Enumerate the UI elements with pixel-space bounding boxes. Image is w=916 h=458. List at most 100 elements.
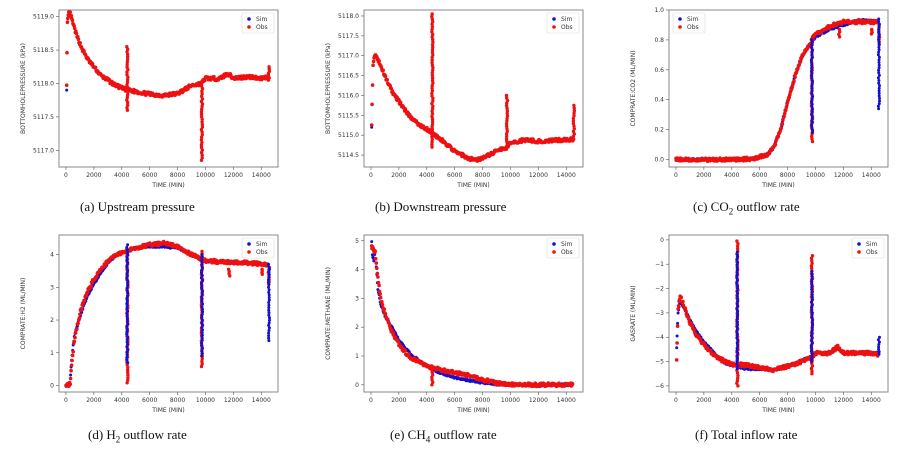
sim-spike-point — [200, 284, 204, 288]
legend-sim-label: Sim — [561, 16, 572, 23]
obs-spike-point — [571, 121, 576, 126]
obs-point — [776, 134, 781, 139]
obs-spike-point — [126, 376, 130, 380]
sim-spike-point — [200, 338, 204, 342]
x-tick-label: 0 — [64, 172, 68, 179]
obs-point — [79, 307, 84, 312]
obs-spike-point — [430, 17, 434, 21]
caption-a-text: (a) Upstream pressure — [80, 199, 195, 214]
sim-spike-point — [266, 280, 270, 284]
x-tick-label: 8000 — [780, 172, 795, 179]
sim-spike-point — [735, 258, 739, 262]
obs-spike-point — [199, 94, 204, 99]
sim-spike-point — [267, 326, 271, 330]
sim-spike-point — [266, 278, 270, 282]
x-tick-label: 10000 — [501, 397, 520, 404]
x-tick-label: 12000 — [529, 172, 548, 179]
plot-area — [64, 239, 272, 388]
obs-point — [374, 261, 379, 265]
obs-point — [82, 298, 87, 303]
obs-point — [74, 31, 79, 36]
sim-spike-point — [267, 265, 271, 269]
caption-b: (b) Downstream pressure — [375, 199, 506, 215]
x-tick-label: 8000 — [170, 397, 185, 404]
sim-spike-point — [810, 331, 814, 335]
obs-spike-point — [125, 62, 129, 67]
legend-sim-marker — [247, 242, 251, 246]
obs-spike-point — [572, 114, 576, 118]
sim-spike-point — [125, 317, 129, 321]
y-tick-label: 3 — [50, 284, 54, 291]
sim-spike-point — [811, 48, 814, 52]
sim-spike-point — [809, 344, 813, 348]
obs-point — [212, 75, 216, 79]
sim-spike-point — [810, 41, 814, 44]
sim-spike-point — [200, 271, 203, 275]
sim-spike-point — [810, 295, 814, 299]
obs-spike-point — [430, 50, 435, 55]
sim-spike-point — [267, 321, 271, 325]
sim-spike-point — [810, 56, 814, 60]
sim-spike-point — [877, 352, 881, 356]
obs-spike-point — [736, 376, 740, 380]
y-axis-label: BOTTOMHOLEPRESSURE (kPa) — [325, 43, 332, 134]
sim-spike-point — [126, 268, 130, 272]
sim-spike-point — [736, 286, 740, 290]
y-tick-label: 1.0 — [654, 7, 664, 14]
sim-spike-point — [877, 32, 881, 36]
obs-spike-point — [810, 259, 814, 263]
x-tick-label: 4000 — [419, 397, 434, 404]
sim-spike-point — [877, 30, 881, 34]
obs-spike-point — [430, 78, 435, 83]
sim-spike-point — [810, 290, 814, 294]
obs-point — [68, 10, 72, 14]
sim-spike-point — [876, 53, 880, 57]
sim-spike-point — [736, 253, 739, 257]
sim-spike-point — [125, 263, 129, 267]
legend-obs-marker — [247, 25, 251, 29]
x-tick-label: 8000 — [475, 172, 490, 179]
x-tick-label: 0 — [64, 397, 68, 404]
obs-point — [378, 295, 383, 300]
obs-spike-point — [505, 111, 509, 116]
x-tick-label: 12000 — [529, 397, 548, 404]
obs-spike-point — [810, 137, 814, 141]
sim-spike-point — [810, 38, 814, 42]
obs-spike-point — [431, 66, 435, 70]
obs-spike-point — [505, 129, 509, 133]
y-tick-label: 5 — [355, 238, 359, 245]
y-tick-label: 5116.5 — [338, 73, 359, 80]
x-tick-label: 4000 — [114, 397, 129, 404]
sim-spike-point — [735, 250, 739, 254]
sim-spike-point — [736, 284, 740, 288]
obs-point — [68, 382, 72, 387]
obs-spike-point — [125, 78, 130, 82]
sim-spike-point — [126, 251, 130, 254]
obs-spike-point — [200, 117, 204, 122]
obs-spike-point — [430, 84, 434, 88]
sim-spike-point — [876, 104, 880, 108]
sim-spike-point — [267, 275, 271, 279]
x-tick-label: 6000 — [142, 397, 157, 404]
obs-spike-point — [200, 92, 204, 96]
y-tick-label: −3 — [655, 310, 664, 317]
sim-spike-point — [735, 336, 739, 340]
y-tick-label: 5117.0 — [33, 147, 54, 154]
sim-spike-point — [126, 279, 130, 283]
sim-spike-point — [810, 102, 814, 106]
sim-spike-point — [735, 289, 739, 293]
obs-spike-point — [736, 373, 740, 378]
sim-spike-point — [736, 299, 740, 303]
sim-point — [370, 253, 374, 257]
obs-spike-point — [735, 247, 740, 251]
sim-spike-point — [200, 273, 204, 277]
obs-point — [375, 266, 379, 270]
obs-point — [370, 83, 375, 87]
sim-spike-point — [126, 284, 130, 288]
x-tick-label: 0 — [369, 397, 373, 404]
y-tick-label: 4 — [50, 252, 54, 259]
obs-spike-point — [505, 139, 509, 144]
sim-spike-point — [200, 286, 204, 290]
y-tick-label: 5117.5 — [338, 33, 359, 40]
